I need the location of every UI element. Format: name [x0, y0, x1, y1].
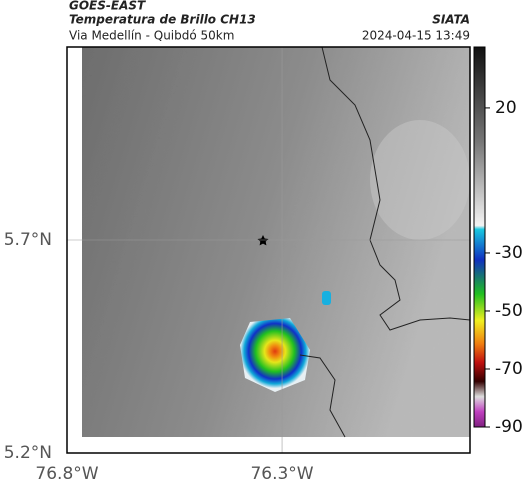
- colorbar-tick-label: -70: [495, 359, 523, 379]
- location: Via Medellín - Quibdó 50km: [69, 29, 234, 43]
- x-tick-label: 76.3°W: [250, 464, 313, 484]
- y-tick-label: 5.2°N: [4, 443, 52, 463]
- y-tick-label: 5.7°N: [4, 230, 52, 250]
- org: SIATA: [432, 13, 470, 27]
- subtitle: Temperatura de Brillo CH13: [69, 13, 256, 27]
- imagery: [82, 46, 471, 438]
- x-tick-label: 76.8°W: [35, 464, 98, 484]
- colorbar: [473, 46, 486, 428]
- title: GOES-EAST: [69, 0, 146, 13]
- colorbar-tick-label: -50: [495, 301, 523, 321]
- colorbar-tick-label: -30: [495, 243, 523, 263]
- map-frame: [66, 46, 471, 454]
- datetime: 2024-04-15 13:49: [362, 29, 470, 43]
- colorbar-tick-label: 20: [495, 98, 517, 118]
- colorbar-tick-label: -90: [495, 417, 523, 437]
